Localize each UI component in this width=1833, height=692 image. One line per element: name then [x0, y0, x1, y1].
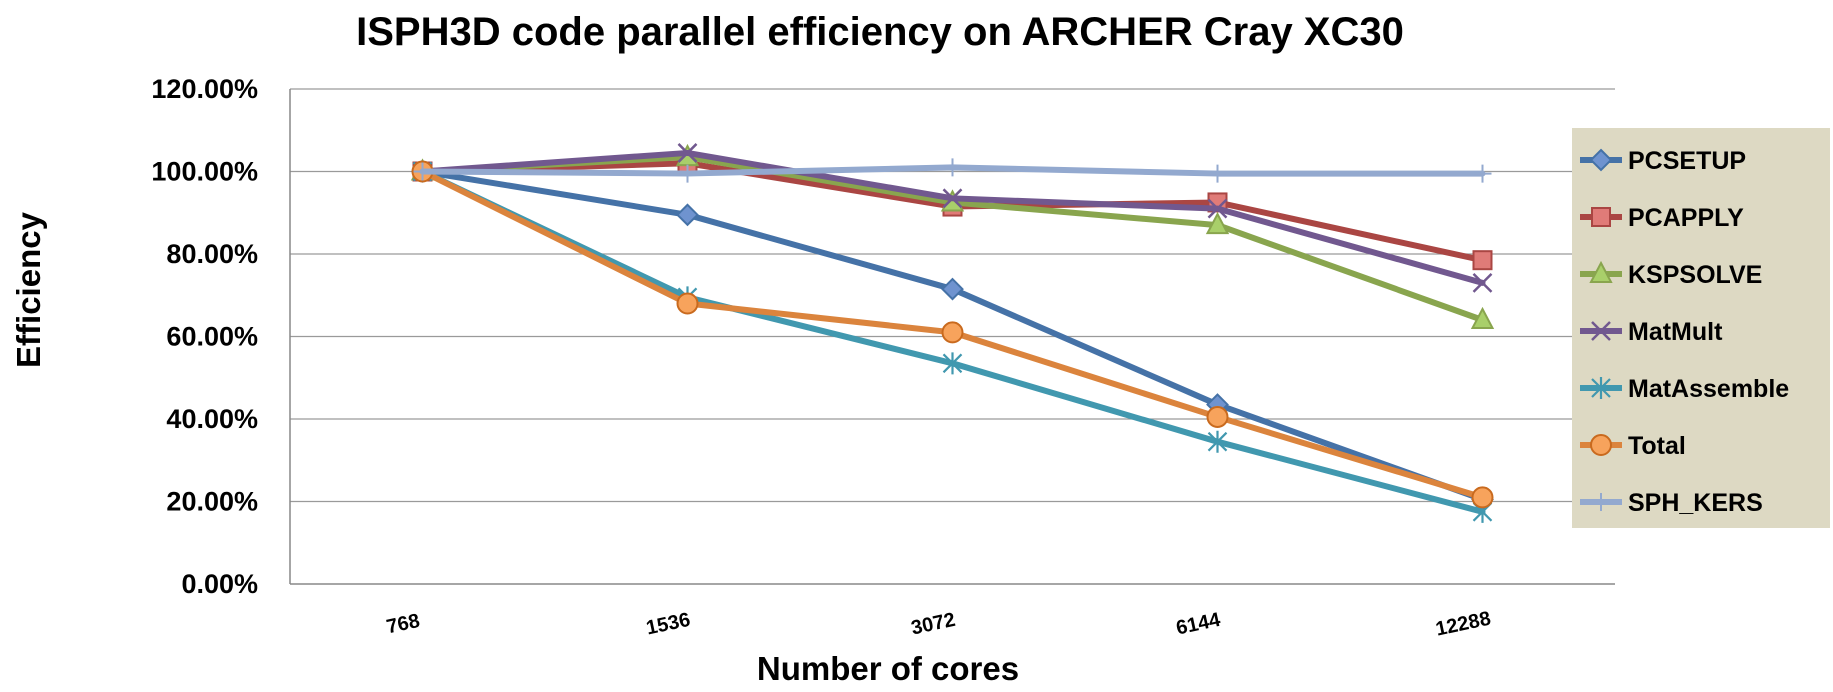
- data-point-matmult: [1472, 272, 1493, 293]
- y-tick-label: 60.00%: [166, 322, 258, 352]
- x-tick-label: 12288: [1434, 608, 1493, 641]
- legend-item-kspsolve: KSPSOLVE: [1580, 260, 1762, 289]
- data-point-total: [1206, 405, 1229, 428]
- legend-item-pcsetup: PCSETUP: [1580, 147, 1746, 175]
- data-point-matmult: [1207, 198, 1228, 219]
- legend-marker-matmult: [1591, 321, 1611, 341]
- legend-item-pcapply: PCAPPLY: [1580, 204, 1744, 232]
- legend-marker-pcsetup: [1589, 148, 1613, 172]
- x-tick-label: 768: [385, 610, 422, 638]
- series-sph-kers: [413, 158, 1492, 183]
- legend-marker-total: [1590, 434, 1612, 456]
- legend-item-matmult: MatMult: [1580, 318, 1723, 346]
- data-point-sph-kers: [413, 162, 432, 181]
- legend-label-pcsetup: PCSETUP: [1628, 147, 1746, 175]
- legend-marker-kspsolve: [1589, 260, 1613, 283]
- data-point-sph-kers: [678, 164, 697, 183]
- x-axis-ticks: 768 1536 3072 6144 12288: [385, 608, 1493, 641]
- data-point-pcapply: [1472, 250, 1493, 271]
- y-tick-label: 80.00%: [166, 239, 258, 269]
- legend-label-pcapply: PCAPPLY: [1628, 204, 1744, 232]
- data-point-total: [941, 321, 964, 344]
- x-tick-label: 3072: [909, 609, 957, 640]
- x-tick-label: 1536: [644, 609, 692, 640]
- y-axis-ticks: 0.00% 20.00% 40.00% 60.00% 80.00% 100.00% 120.…: [151, 74, 258, 599]
- chart-title: ISPH3D code parallel efficiency on ARCHE…: [356, 10, 1404, 54]
- data-point-sph-kers: [1473, 164, 1492, 183]
- data-point-matassemble: [942, 352, 963, 375]
- data-point-matmult: [677, 143, 698, 163]
- y-tick-label: 20.00%: [166, 487, 258, 517]
- legend: PCSETUP PCAPPLY KSPSOLVE MatMult MatAssemble…: [1572, 128, 1830, 528]
- legend-marker-matassemble: [1591, 377, 1611, 399]
- data-point-matmult: [942, 188, 963, 209]
- y-tick-label: 40.00%: [166, 404, 258, 434]
- legend-marker-pcapply: [1591, 207, 1611, 227]
- data-point-sph-kers: [1208, 164, 1227, 183]
- x-axis-label: Number of cores: [757, 650, 1019, 687]
- y-tick-label: 120.00%: [151, 74, 258, 104]
- data-point-total: [676, 292, 699, 315]
- y-tick-label: 0.00%: [181, 569, 258, 599]
- legend-item-total: Total: [1580, 432, 1686, 460]
- legend-label-sph-kers: SPH_KERS: [1628, 489, 1763, 517]
- data-point-kspsolve: [1470, 306, 1495, 329]
- series-total: [411, 160, 1494, 509]
- y-tick-label: 100.00%: [151, 157, 258, 187]
- legend-item-sph-kers: SPH_KERS: [1580, 489, 1763, 517]
- data-point-pcsetup: [941, 277, 964, 301]
- legend-label-total: Total: [1628, 432, 1686, 460]
- series-lines: [410, 143, 1495, 523]
- data-point-total: [1471, 486, 1494, 509]
- legend-marker-sph-kers: [1592, 493, 1610, 511]
- data-point-sph-kers: [943, 158, 962, 177]
- legend-label-kspsolve: KSPSOLVE: [1628, 261, 1762, 289]
- legend-label-matassemble: MatAssemble: [1628, 375, 1789, 403]
- data-point-kspsolve: [1205, 211, 1230, 235]
- y-axis-label: Efficiency: [10, 211, 47, 368]
- legend-label-matmult: MatMult: [1628, 318, 1723, 346]
- data-point-matassemble: [1207, 430, 1228, 453]
- x-tick-label: 6144: [1174, 609, 1223, 640]
- data-point-pcsetup: [676, 203, 699, 227]
- legend-item-matassemble: MatAssemble: [1580, 375, 1789, 403]
